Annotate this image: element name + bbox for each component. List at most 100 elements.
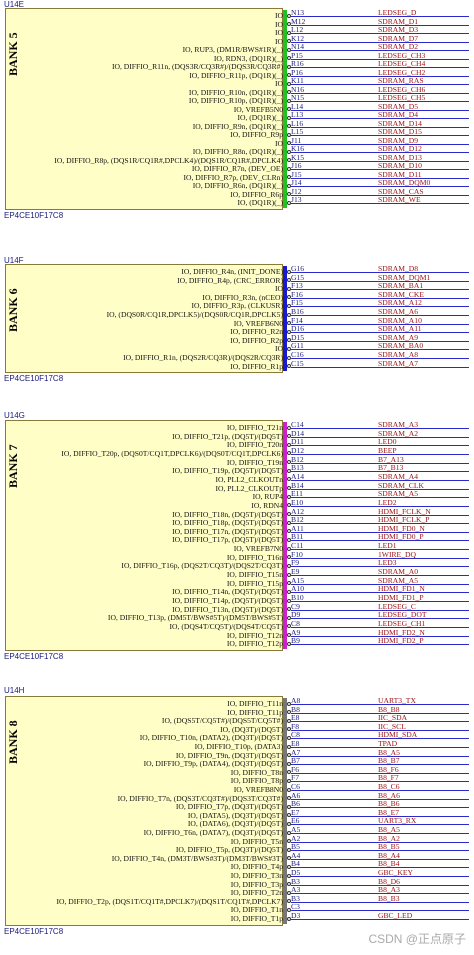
net-label: B8_D6 <box>378 876 400 886</box>
net-wire <box>291 841 469 843</box>
net-wire <box>291 297 469 299</box>
net-label: IIC_SCL <box>378 721 406 731</box>
pin-function-label: IO, DIFFIO_T15p <box>226 578 283 588</box>
net-label: LEDSEG_CH2 <box>378 67 426 77</box>
net-label: HDMI_FD1_P <box>378 593 424 602</box>
part-designator: U14F <box>4 256 24 265</box>
net-wire <box>291 712 469 714</box>
pin-number: A12 <box>291 506 305 516</box>
net-label: B8_E7 <box>378 807 400 817</box>
net-wire <box>291 583 469 585</box>
net-label: 1WIRE_DQ <box>378 549 416 559</box>
net-wire <box>291 738 469 740</box>
net-wire <box>291 340 469 342</box>
net-wire <box>291 453 469 455</box>
net-label: SDRAM_CAS <box>378 186 424 196</box>
pin-number: B9 <box>291 636 300 646</box>
pin-connector-dot <box>287 821 291 826</box>
pin-function-label: IO, DIFFIO_R8p, (DQS1R/CQ1R#,DPCLK4)/(DQ… <box>54 155 283 165</box>
pin-number: K11 <box>291 76 304 85</box>
pin-number: K12 <box>291 33 305 43</box>
pin-function-label: IO, DIFFIO_R2n <box>230 327 283 337</box>
pin-connector-dot <box>287 477 291 482</box>
pin-function-label: IO, DIFFIO_T13p, (DM5T/BWS#5T)/(DM5T/BWS… <box>107 613 283 623</box>
pin-function-label: IO, DIFFIO_T2n <box>230 888 283 898</box>
net-wire <box>291 858 469 860</box>
net-wire <box>291 169 469 170</box>
pin-connector-dot <box>287 56 291 60</box>
net-wire <box>291 884 469 886</box>
pin-number: C9 <box>291 601 300 611</box>
pin-function-label: IO, DIFFIO_T10n, (DATA2), (DQ3T)/(DQ5T) <box>139 733 283 743</box>
pin-connector-dot <box>287 813 291 818</box>
bank-symbol-box: BANK 5 <box>5 8 283 210</box>
net-wire <box>291 893 469 895</box>
pin-number: L16 <box>291 118 304 128</box>
pin-number: C8 <box>291 618 300 628</box>
pin-number: N14 <box>291 42 305 51</box>
part-designator: U14H <box>4 686 25 695</box>
net-label: SDRAM_D7 <box>378 33 419 43</box>
pin-function-label: IO, DIFFIO_R7p, (DEV_CLRn) <box>183 172 283 182</box>
pin-connector-dot <box>287 141 291 145</box>
pin-function-label: IO, DIFFIO_T14p, (DQ5T)/(DQ5T) <box>172 596 283 605</box>
pin-function-label: IO, DIFFIO_R2p <box>230 335 283 345</box>
pin-number: B3 <box>291 876 300 886</box>
pin-connector-dot <box>287 761 291 766</box>
pin-number: G16 <box>291 264 305 273</box>
pin-number: B3 <box>291 893 300 903</box>
pin-bar <box>283 10 287 208</box>
pin-connector-dot <box>287 115 291 120</box>
pin-connector-dot <box>287 13 291 18</box>
pin-function-label: IO, DIFFIO_T7n, (DQS3T/CQ3T#)/(DQS3T/CQ3… <box>117 793 283 803</box>
pin-connector-dot <box>287 98 291 103</box>
net-wire <box>291 601 469 602</box>
pin-function-label: IO, DIFFIO_T19n <box>226 457 283 467</box>
net-wire <box>291 143 469 145</box>
pin-connector-dot <box>287 537 291 542</box>
net-label: LEDSEG_CH6 <box>378 84 426 94</box>
pin-number: E10 <box>291 497 304 507</box>
net-wire <box>291 92 469 94</box>
net-label: LED1 <box>378 541 397 551</box>
net-wire <box>291 75 469 77</box>
net-label: HDMI_FD0_P <box>378 532 424 542</box>
net-wire <box>291 118 469 119</box>
net-wire <box>291 177 469 179</box>
net-label: SDRAM_A10 <box>378 315 422 325</box>
pin-function-label: IO, DIFFIO_T2p, (DQS1T/CQ1T#,DPCLK7)/(DQ… <box>56 896 283 906</box>
pin-function-label: IO, DIFFIO_R11p, (DQ1R)(_) <box>189 70 283 80</box>
pin-connector-dot <box>287 607 291 612</box>
bank-symbol-box: BANK 7 <box>5 420 283 651</box>
pin-number: K16 <box>291 144 305 153</box>
net-wire <box>291 194 469 196</box>
pin-connector-dot <box>287 735 291 740</box>
pin-function-label: IO, VREFB8N0 <box>233 785 283 794</box>
pin-connector-dot <box>287 286 291 291</box>
pin-number: M12 <box>291 16 306 26</box>
pin-number: B7 <box>291 756 300 766</box>
net-label: B8_A2 <box>378 833 400 843</box>
pin-connector-dot <box>287 873 291 878</box>
net-label: B8_B7 <box>378 756 400 766</box>
pin-number: B11 <box>291 532 304 542</box>
pin-function-label: IO, DIFFIO_T7p, (DQ3T)/(DQ5T) <box>175 802 283 812</box>
net-wire <box>291 807 469 809</box>
net-wire <box>291 280 469 282</box>
pin-connector-dot <box>287 503 291 508</box>
net-wire <box>291 514 469 516</box>
net-label: SDRAM_D4 <box>378 110 419 119</box>
net-wire <box>291 306 469 308</box>
net-label: B8_A6 <box>378 790 400 800</box>
net-wire <box>291 315 469 316</box>
pin-function-label: IO, DIFFIO_T11n <box>227 699 283 708</box>
pin-connector-dot <box>287 839 291 844</box>
net-label: SDRAM_D1 <box>378 16 419 26</box>
net-wire <box>291 479 469 481</box>
net-label: SDRAM_D12 <box>378 144 422 153</box>
net-wire <box>291 33 469 34</box>
net-label: SDRAM_D13 <box>378 152 422 162</box>
pin-connector-dot <box>287 338 291 343</box>
net-wire <box>291 436 469 438</box>
pin-number: A6 <box>291 790 301 800</box>
